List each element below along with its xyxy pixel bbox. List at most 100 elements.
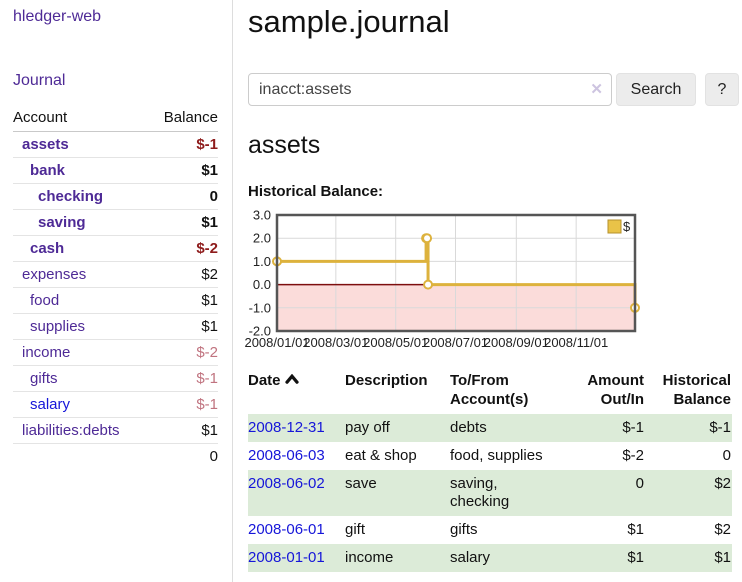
date-link[interactable]: 2008-06-02: [248, 475, 325, 492]
account-row: income $-2: [13, 339, 218, 366]
register-col-accounts: To/From Account(s): [450, 372, 529, 408]
account-row: expenses $2: [13, 261, 218, 288]
account-row: gifts $-1: [13, 365, 218, 392]
txn-accounts: gifts: [450, 521, 478, 538]
svg-text:2008/07/01: 2008/07/01: [423, 335, 488, 350]
account-link[interactable]: saving: [38, 214, 86, 231]
date-link[interactable]: 2008-12-31: [248, 419, 325, 436]
register-row: 2008-06-02 save saving, checking 0 $2: [248, 470, 732, 516]
account-row: saving $1: [13, 209, 218, 236]
txn-description: pay off: [345, 414, 450, 442]
page-title: sample.journal: [248, 4, 450, 39]
svg-text:2008/05/01: 2008/05/01: [363, 335, 428, 350]
register-col-amount: Amount Out/In: [587, 372, 644, 408]
txn-balance: $1: [644, 544, 732, 572]
txn-amount: $-1: [556, 414, 644, 442]
txn-accounts: salary: [450, 544, 556, 572]
account-row: liabilities:debts $1: [13, 417, 218, 444]
account-row: bank $1: [13, 157, 218, 184]
register-col-date[interactable]: Date: [248, 368, 345, 414]
txn-amount: $-2: [622, 447, 644, 464]
txn-accounts: debts: [450, 414, 556, 442]
main-content: sample.journal ✕ Search ? assets Histori…: [233, 0, 742, 582]
app-title-link[interactable]: hledger-web: [13, 8, 102, 25]
account-row: supplies $1: [13, 313, 218, 340]
account-row: assets $-1: [13, 131, 218, 158]
account-balance: $-2: [148, 339, 218, 366]
account-link[interactable]: salary: [30, 396, 71, 413]
txn-accounts: saving, checking: [450, 470, 556, 516]
svg-text:3.0: 3.0: [253, 208, 271, 223]
svg-text:0.0: 0.0: [253, 277, 271, 292]
txn-description: save: [345, 470, 450, 516]
svg-text:-1.0: -1.0: [249, 300, 271, 315]
account-link[interactable]: checking: [38, 188, 104, 205]
historical-balance-chart: 2008/01/012008/03/012008/05/012008/07/01…: [244, 208, 640, 350]
txn-amount: 0: [556, 470, 644, 516]
txn-amount: $1: [556, 544, 644, 572]
account-link[interactable]: assets: [22, 136, 69, 153]
account-link[interactable]: income: [22, 344, 71, 361]
account-row: food $1: [13, 287, 218, 314]
search-button[interactable]: Search: [616, 73, 696, 106]
account-balance: $1: [148, 313, 218, 340]
account-link[interactable]: gifts: [30, 370, 58, 387]
accounts-table: Account Balance assets $-1 bank $1 check…: [13, 106, 218, 469]
account-balance: $1: [148, 209, 218, 236]
clear-search-icon[interactable]: ✕: [590, 81, 603, 98]
accounts-header-row: Account Balance: [13, 106, 218, 132]
svg-text:-2.0: -2.0: [249, 324, 271, 339]
account-balance: $-1: [148, 131, 218, 158]
register-row: 2008-06-03 eat & shop food, supplies $-2…: [248, 442, 732, 470]
chart-title: Historical Balance:: [248, 183, 384, 200]
accounts-total-row: 0: [13, 443, 218, 469]
accounts-col-balance: Balance: [148, 106, 218, 132]
register-row: 2008-01-01 income salary $1 $1: [248, 544, 732, 572]
register-row: 2008-12-31 pay off debts $-1 $-1: [248, 414, 732, 442]
account-link[interactable]: bank: [30, 162, 66, 179]
account-row: cash $-2: [13, 235, 218, 262]
account-balance: $-1: [148, 365, 218, 392]
account-balance: $-2: [148, 235, 218, 262]
accounts-col-account: Account: [13, 106, 149, 132]
svg-text:2008/11/01: 2008/11/01: [544, 335, 608, 350]
register-row: 2008-06-01 gift gifts $1 $2: [248, 516, 732, 544]
account-row: salary $-1: [13, 391, 218, 418]
txn-description: eat & shop: [345, 447, 417, 464]
account-balance: $-1: [148, 391, 218, 418]
date-link[interactable]: 2008-06-03: [248, 447, 325, 464]
txn-accounts: food, supplies: [450, 447, 543, 464]
txn-balance: $-1: [644, 414, 732, 442]
account-link[interactable]: liabilities:debts: [22, 422, 120, 439]
txn-amount: $1: [627, 521, 644, 538]
svg-text:2008/03/01: 2008/03/01: [303, 335, 368, 350]
svg-text:1.0: 1.0: [253, 254, 271, 269]
txn-description: gift: [345, 521, 366, 538]
sidebar-item-journal[interactable]: Journal: [13, 72, 66, 89]
register-table: Date Description To/From Account(s) Amou…: [248, 368, 732, 572]
account-balance: 0: [148, 183, 218, 210]
sort-ascending-icon: [284, 373, 299, 384]
txn-balance: $2: [644, 470, 732, 516]
date-link[interactable]: 2008-01-01: [248, 549, 325, 566]
svg-text:$: $: [623, 219, 631, 234]
search-input[interactable]: [248, 73, 612, 106]
account-link[interactable]: food: [30, 292, 60, 309]
account-link[interactable]: supplies: [30, 318, 86, 335]
txn-description: income: [345, 544, 450, 572]
register-col-balance: Historical Balance: [662, 372, 731, 408]
search-form: ✕ Search ?: [248, 73, 742, 106]
account-balance: $1: [148, 287, 218, 314]
register-header-row: Date Description To/From Account(s) Amou…: [248, 368, 732, 414]
date-link[interactable]: 2008-06-01: [248, 521, 325, 538]
account-link[interactable]: cash: [30, 240, 65, 257]
account-row: checking 0: [13, 183, 218, 210]
svg-text:2.0: 2.0: [253, 231, 271, 246]
account-heading: assets: [248, 131, 321, 159]
register-col-date-label: Date: [248, 372, 281, 389]
account-link[interactable]: expenses: [22, 266, 87, 283]
search-box: ✕: [248, 73, 612, 106]
help-button[interactable]: ?: [705, 73, 739, 106]
account-balance: $2: [148, 261, 218, 288]
